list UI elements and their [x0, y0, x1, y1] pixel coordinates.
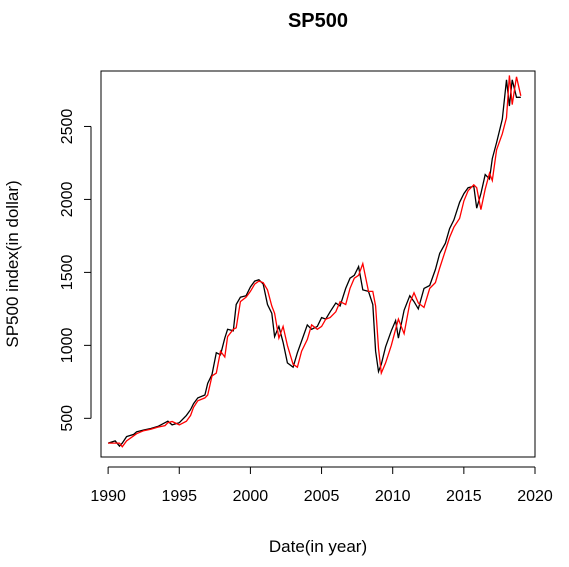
x-tick-label: 2000	[233, 488, 269, 505]
x-tick-label: 1990	[90, 488, 126, 505]
x-tick-label: 1995	[161, 488, 197, 505]
series-line-1	[107, 79, 521, 448]
plot-frame	[100, 70, 536, 458]
y-tick-label: 500	[59, 405, 76, 432]
x-tick-label: 2010	[375, 488, 411, 505]
x-tick-label: 2015	[446, 488, 482, 505]
y-tick-label: 2000	[59, 182, 76, 218]
x-axis: 1990 1995 2000 2005 2010 2015 2020	[90, 466, 553, 505]
series-line-2	[108, 75, 522, 448]
x-tick-label: 2005	[304, 488, 340, 505]
y-tick-label: 1000	[59, 328, 76, 364]
y-axis: 500 1000 1500 2000 2500	[59, 109, 92, 432]
x-axis-label: Date(in year)	[269, 537, 367, 556]
chart-title: SP500	[288, 10, 348, 32]
y-axis-label: SP500 index(in dollar)	[3, 180, 22, 347]
x-tick-label: 2020	[517, 488, 553, 505]
series-lines	[107, 75, 522, 448]
y-tick-label: 2500	[59, 109, 76, 145]
y-tick-label: 1500	[59, 255, 76, 291]
